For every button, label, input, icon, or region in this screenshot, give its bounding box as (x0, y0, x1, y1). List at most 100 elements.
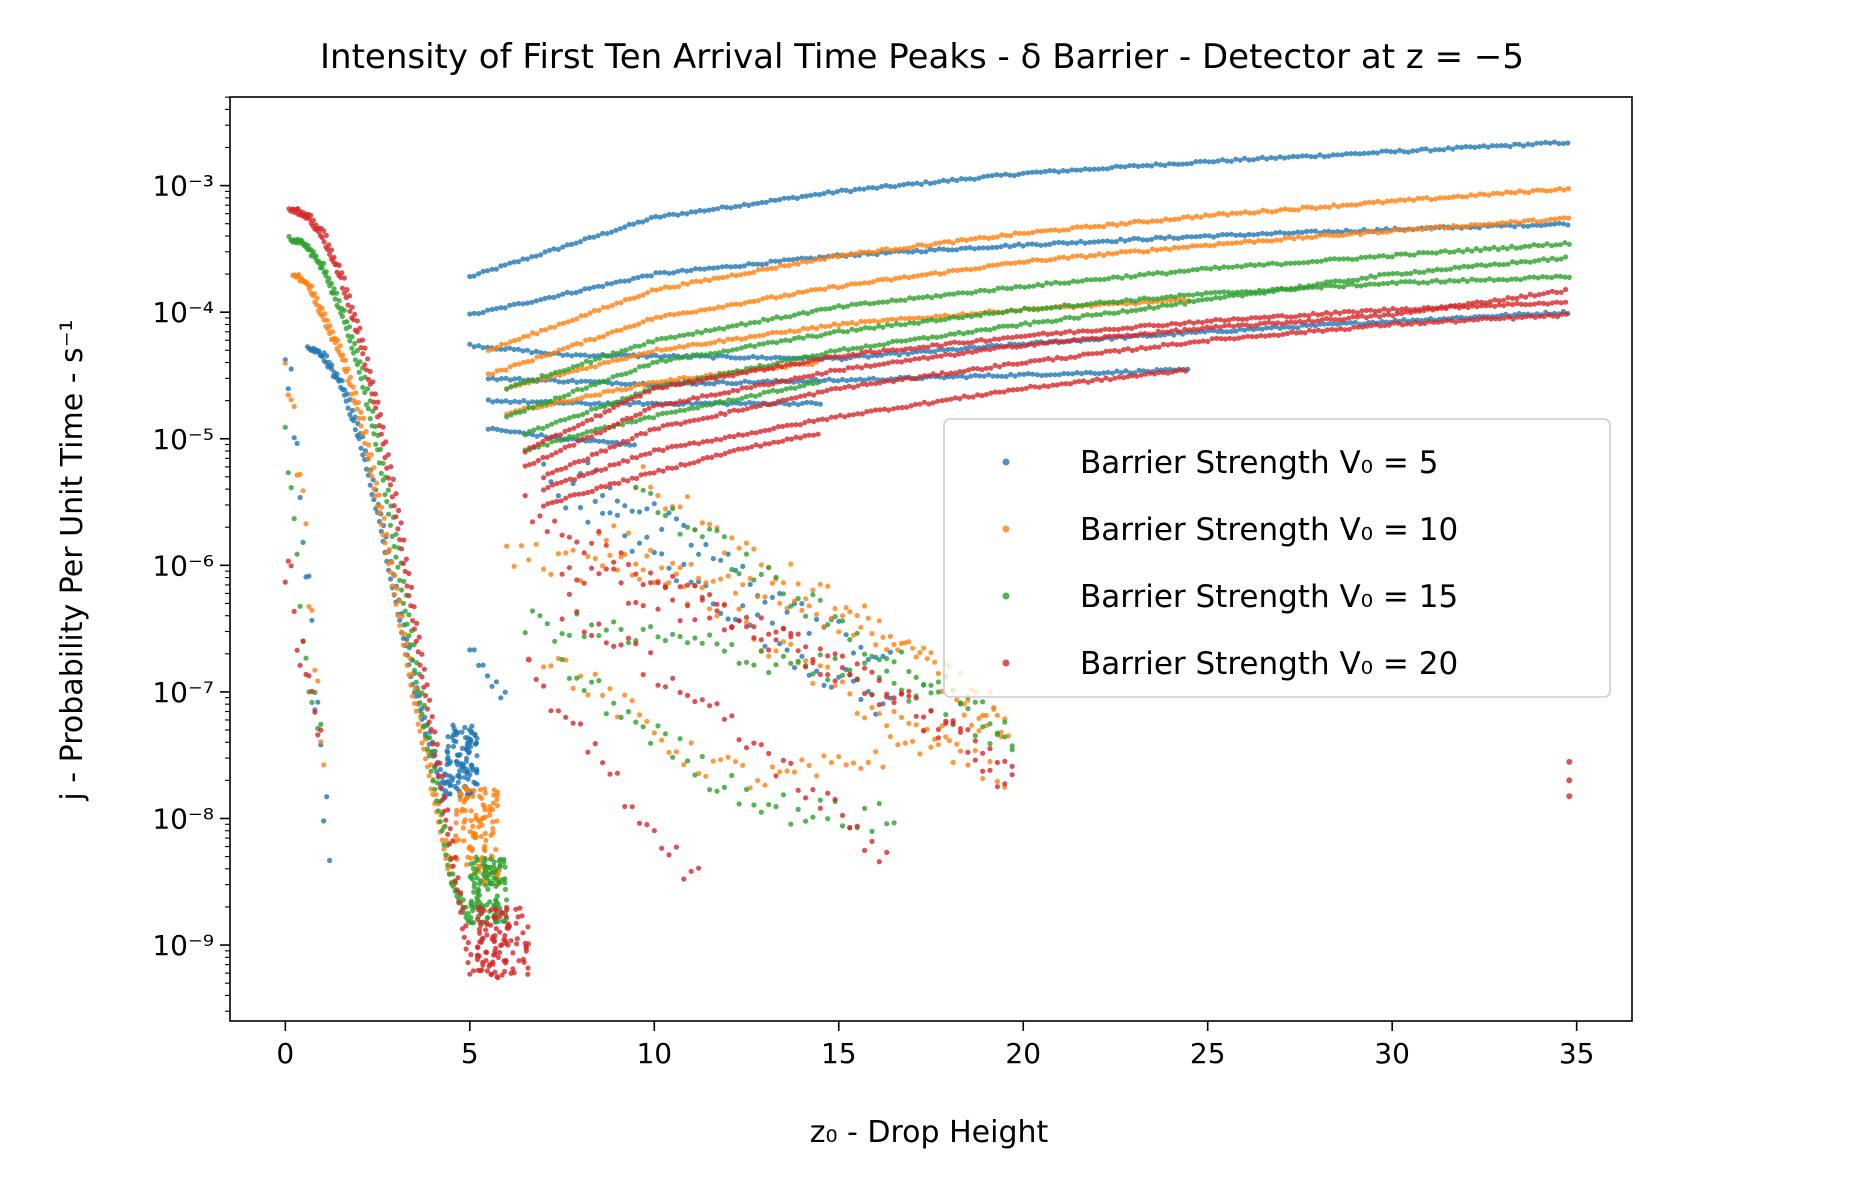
data-point (769, 316, 776, 322)
data-point (749, 404, 755, 410)
data-point (331, 286, 337, 292)
data-point (1362, 229, 1368, 236)
data-point (404, 621, 410, 627)
data-point (1216, 265, 1223, 271)
data-point (1206, 233, 1212, 239)
data-point (1518, 277, 1524, 283)
data-point (566, 591, 573, 597)
data-point (906, 275, 912, 281)
data-point (783, 314, 789, 320)
data-point (618, 714, 624, 721)
data-point (535, 457, 542, 464)
data-point (640, 401, 646, 408)
data-point (1532, 293, 1538, 299)
data-point (1045, 331, 1051, 337)
data-point (948, 370, 954, 376)
data-point (1357, 151, 1363, 157)
data-point (464, 742, 470, 749)
data-point (610, 357, 616, 363)
data-point (1242, 327, 1248, 333)
data-point (363, 451, 370, 457)
data-point (450, 871, 456, 877)
data-point (898, 347, 905, 353)
data-point (1450, 194, 1456, 200)
data-point (664, 384, 670, 390)
data-point (650, 349, 656, 355)
data-point (1052, 372, 1058, 378)
data-point (749, 444, 755, 450)
data-point (1503, 142, 1509, 149)
data-point (1157, 234, 1164, 241)
data-point (822, 306, 829, 312)
data-point (1545, 301, 1551, 307)
data-point (517, 409, 523, 415)
data-point (837, 412, 843, 418)
data-point (1101, 224, 1107, 230)
data-point (566, 632, 573, 639)
data-point (688, 868, 694, 874)
data-point (913, 713, 919, 719)
data-point (766, 653, 772, 659)
data-point (907, 295, 913, 301)
data-point (1394, 311, 1400, 317)
data-point (1279, 313, 1285, 319)
data-point (1460, 276, 1466, 283)
data-point (848, 377, 854, 383)
data-point (1377, 308, 1383, 314)
data-point (557, 372, 563, 379)
data-point (955, 290, 961, 296)
data-point (1087, 166, 1093, 172)
data-point (1101, 300, 1107, 306)
data-point (965, 706, 971, 712)
data-point (1171, 244, 1178, 250)
data-point (980, 699, 986, 705)
data-point (1114, 250, 1120, 256)
data-point (622, 803, 628, 810)
data-point (1208, 266, 1214, 272)
data-point (468, 915, 474, 921)
data-point (740, 582, 746, 588)
data-point (503, 428, 509, 434)
data-point (1194, 243, 1200, 249)
data-point (605, 359, 612, 365)
data-point (1247, 210, 1253, 216)
data-point (991, 287, 997, 294)
data-point (604, 281, 610, 287)
data-point (387, 576, 394, 582)
data-point (1160, 302, 1166, 308)
data-point (998, 244, 1004, 250)
data-point (1318, 285, 1324, 291)
data-point (983, 346, 989, 352)
data-point (814, 611, 820, 617)
data-point (573, 290, 579, 296)
data-point (324, 794, 330, 800)
data-point (1323, 309, 1330, 316)
data-point (809, 324, 815, 330)
data-point (844, 252, 850, 258)
data-point (428, 768, 434, 774)
data-point (764, 378, 770, 384)
data-point (1083, 369, 1089, 376)
data-point (285, 392, 291, 398)
data-point (648, 547, 654, 553)
data-point (1230, 264, 1236, 270)
data-point (490, 819, 496, 825)
data-point (772, 354, 778, 360)
data-point (662, 284, 669, 290)
data-point (765, 317, 771, 323)
data-point (714, 641, 720, 647)
data-point (639, 273, 646, 279)
data-point (905, 181, 911, 187)
data-point (932, 659, 938, 665)
data-point (1399, 310, 1405, 317)
data-point (607, 462, 613, 468)
data-point (1306, 283, 1312, 289)
data-point (870, 375, 877, 381)
data-point (526, 378, 532, 384)
data-point (653, 287, 660, 293)
data-point (958, 245, 964, 251)
data-point (303, 521, 309, 527)
data-point (633, 571, 639, 577)
data-point (810, 357, 816, 363)
data-point (1264, 238, 1271, 244)
